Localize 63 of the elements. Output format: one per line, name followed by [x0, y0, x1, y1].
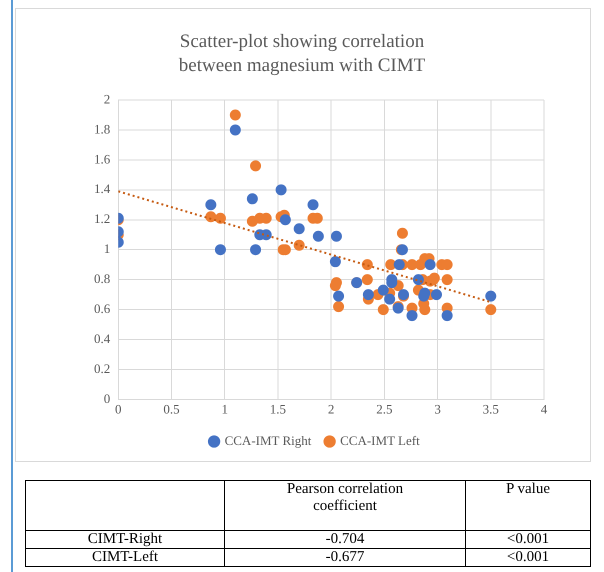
y-tick-label: 0 — [104, 390, 110, 406]
point — [214, 212, 226, 224]
y-tick-label: 1.8 — [94, 121, 110, 136]
x-tick-label: 1.5 — [270, 402, 286, 417]
text: -0.677 — [224, 548, 466, 566]
y-tick-label: 1.4 — [94, 181, 111, 196]
chart-title: Scatter-plot showing correlation between magnesium with CIMT — [178, 30, 426, 78]
x-tick-label: 2 — [328, 402, 334, 417]
point — [333, 301, 344, 312]
x-tick-label: 3 — [434, 402, 441, 417]
text: -0.704 — [224, 530, 466, 548]
text: P value — [466, 480, 590, 530]
text: CIMT-Left — [26, 548, 224, 566]
x-tick-label: 3.5 — [482, 402, 499, 417]
point — [280, 214, 291, 226]
point — [230, 109, 241, 120]
legend-label: CCA-IMT Right — [224, 432, 312, 448]
point — [330, 230, 342, 242]
x-tick-label: 0.5 — [163, 402, 180, 417]
point — [330, 256, 341, 268]
point — [442, 274, 453, 286]
point — [424, 259, 436, 270]
point — [406, 310, 418, 322]
text: <0.001 — [466, 548, 590, 566]
y-tick-label: 0.2 — [94, 360, 110, 376]
point — [214, 244, 226, 256]
point — [230, 124, 241, 136]
point — [362, 274, 373, 286]
point — [308, 199, 319, 210]
point — [396, 228, 408, 239]
point — [378, 304, 389, 316]
y-tick-label: 0.6 — [94, 301, 111, 316]
point — [378, 284, 389, 296]
point — [394, 259, 405, 270]
point — [431, 289, 442, 300]
x-tick-label: 2.5 — [376, 402, 392, 417]
point — [362, 289, 374, 300]
y-tick-label: 2 — [104, 91, 110, 106]
point — [246, 193, 258, 204]
point — [312, 230, 324, 242]
text: <0.001 — [466, 530, 590, 548]
point — [250, 244, 262, 256]
point — [419, 304, 430, 316]
point — [333, 290, 344, 302]
text: Pearson correlation coefficient — [224, 480, 466, 530]
y-tick-label: 0.8 — [94, 271, 110, 286]
point — [442, 310, 453, 322]
point — [276, 184, 287, 196]
y-tick-label: 0.4 — [94, 330, 111, 346]
text: CIMT-Right — [26, 530, 224, 548]
y-tick-label: 1 — [104, 241, 110, 256]
point — [485, 290, 496, 302]
point — [250, 160, 262, 172]
point — [485, 304, 496, 316]
y-tick-label: 1.2 — [94, 211, 110, 226]
point — [294, 223, 305, 234]
point — [205, 199, 216, 210]
x-tick-label: 0 — [115, 402, 122, 417]
point — [384, 294, 396, 305]
x-tick-label: 4 — [540, 402, 548, 417]
legend-label: CCA-IMT Left — [340, 432, 420, 448]
x-tick-label: 1 — [221, 402, 228, 417]
y-tick-label: 1.6 — [94, 151, 111, 166]
